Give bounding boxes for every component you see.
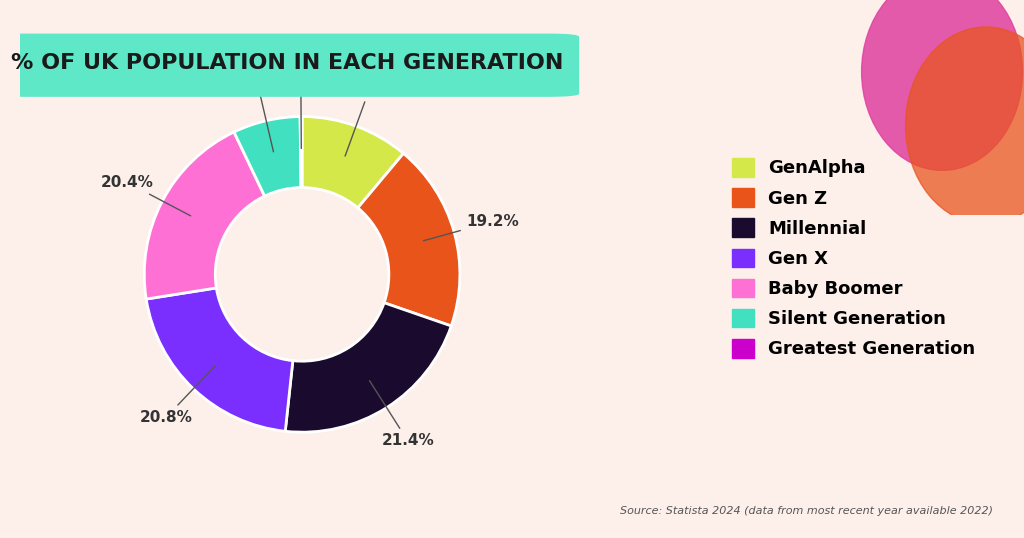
Circle shape [905,27,1024,224]
Wedge shape [146,288,293,431]
Text: 21.4%: 21.4% [370,381,434,449]
Legend: GenAlpha, Gen Z, Millennial, Gen X, Baby Boomer, Silent Generation, Greatest Gen: GenAlpha, Gen Z, Millennial, Gen X, Baby… [723,149,984,367]
FancyBboxPatch shape [0,33,580,97]
Wedge shape [286,303,452,432]
Text: Source: Statista 2024 (data from most recent year available 2022): Source: Statista 2024 (data from most re… [621,506,993,516]
Text: 11.1%: 11.1% [343,81,395,156]
Text: 0.2%: 0.2% [280,69,322,148]
Text: 20.8%: 20.8% [139,366,215,425]
Text: 20.4%: 20.4% [101,175,190,216]
Circle shape [861,0,1023,171]
Wedge shape [302,117,403,208]
Wedge shape [144,132,264,299]
Wedge shape [357,153,460,326]
Text: 6.9%: 6.9% [237,75,279,152]
Text: % OF UK POPULATION IN EACH GENERATION: % OF UK POPULATION IN EACH GENERATION [11,53,563,73]
Text: 19.2%: 19.2% [423,214,518,241]
Wedge shape [300,117,302,188]
Wedge shape [234,117,301,196]
